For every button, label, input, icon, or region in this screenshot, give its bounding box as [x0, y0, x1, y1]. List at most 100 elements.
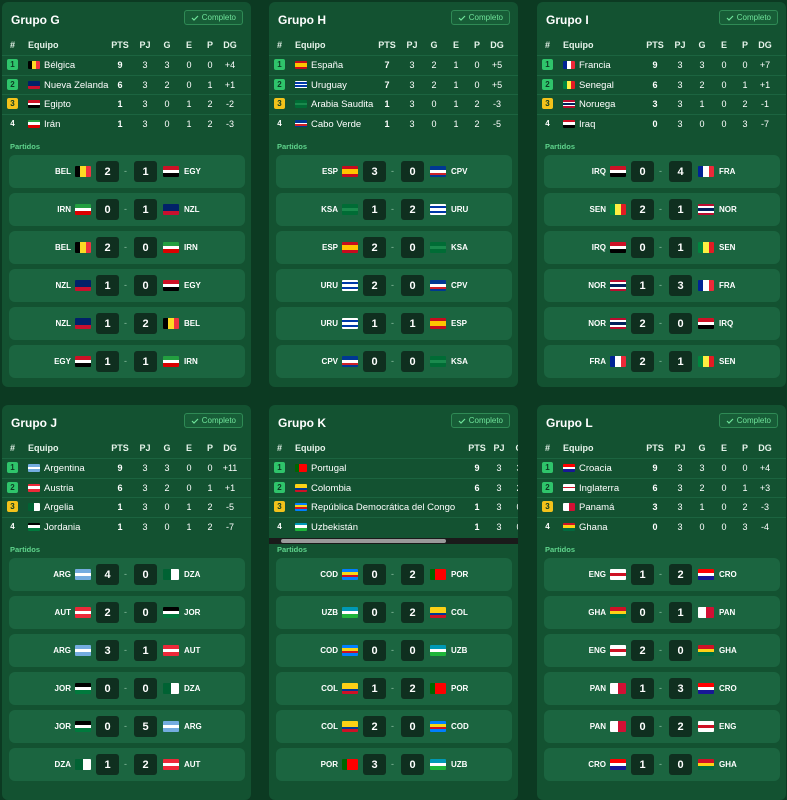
- score-separator: -: [391, 759, 394, 769]
- flag: [163, 759, 179, 770]
- flag-stripe: [620, 356, 626, 367]
- position: 4: [277, 521, 282, 531]
- stat-cell: -7: [225, 521, 234, 532]
- flag: [610, 721, 626, 732]
- status-badge: Completo: [450, 10, 510, 25]
- home-team-code: NZL: [55, 319, 71, 328]
- flag-stripe: [430, 170, 446, 173]
- flag-stripe: [430, 284, 446, 287]
- matches-label: Partidos: [10, 142, 41, 151]
- flag-stripe: [85, 166, 91, 177]
- score-separator: -: [391, 721, 394, 731]
- flag-stripe: [610, 607, 626, 611]
- stat-cell: 0: [164, 502, 170, 512]
- flag-stripe: [295, 83, 307, 86]
- flag-stripe: [75, 204, 91, 208]
- flag: [163, 356, 179, 367]
- flag-stripe: [342, 691, 358, 694]
- flag: [28, 503, 40, 511]
- team-name: Jordania: [44, 521, 81, 533]
- flag: [28, 100, 40, 108]
- flag-stripe: [610, 322, 626, 325]
- flag-stripe: [563, 503, 569, 511]
- flag-stripe: [295, 100, 307, 103]
- check-icon: [191, 15, 199, 21]
- column-header: #: [545, 40, 551, 50]
- score-separator: -: [391, 645, 394, 655]
- flag-stripe: [698, 766, 714, 770]
- stat-cell: 1: [453, 79, 459, 90]
- match-card: ARG 3-1 AUT: [9, 634, 245, 667]
- stat-cell: 2: [207, 502, 213, 512]
- team-name: Arabia Saudita: [311, 99, 374, 110]
- flag-stripe: [75, 724, 91, 729]
- row-divider: [2, 497, 251, 498]
- flag-stripe: [698, 648, 714, 653]
- flag-stripe: [163, 356, 179, 360]
- flag-stripe: [34, 503, 40, 511]
- column-header: PTS: [646, 40, 664, 50]
- flag-stripe: [342, 320, 358, 323]
- flag-stripe: [163, 645, 179, 649]
- away-score: 2: [134, 313, 157, 334]
- home-score: 1: [631, 754, 654, 775]
- flag-stripe: [698, 723, 714, 726]
- group-title: Grupo I: [546, 13, 589, 27]
- column-header: DG: [490, 40, 504, 50]
- flag-stripe: [342, 322, 358, 325]
- away-score: 1: [134, 640, 157, 661]
- flag-stripe: [563, 124, 575, 128]
- flag: [430, 721, 446, 732]
- away-score: 0: [134, 275, 157, 296]
- flag-stripe: [28, 85, 40, 89]
- score-separator: -: [124, 569, 127, 579]
- flag-stripe: [163, 166, 179, 170]
- stat-cell: -2: [225, 99, 234, 109]
- home-score: 1: [96, 313, 119, 334]
- flag-stripe: [563, 61, 567, 69]
- stat-cell: 0: [186, 482, 192, 493]
- score-separator: -: [659, 683, 662, 693]
- flag: [163, 318, 179, 329]
- flag-stripe: [430, 569, 436, 580]
- status-badge: Completo: [718, 413, 778, 428]
- stat-cell: 3: [409, 60, 415, 70]
- flag-stripe: [610, 173, 626, 177]
- flag-stripe: [342, 282, 358, 285]
- flag-stripe: [28, 80, 40, 84]
- flag-stripe: [430, 615, 446, 618]
- match-card: IRN 0-1 NZL: [9, 193, 245, 226]
- flag-stripe: [342, 647, 358, 651]
- stat-cell: 6: [652, 482, 658, 493]
- position: 2: [542, 78, 553, 90]
- flag-stripe: [295, 527, 307, 531]
- flag: [342, 204, 358, 215]
- row-divider: [269, 497, 518, 498]
- match-card: COL 1-2 POR: [276, 672, 512, 705]
- stat-cell: 3: [677, 482, 683, 493]
- group-panel: Grupo G Completo # Equipo PTS PJ G E P DG 1 Bélgica…: [2, 2, 251, 387]
- stat-cell: 0: [742, 463, 748, 473]
- flag-stripe: [75, 280, 91, 284]
- team-name: Uruguay: [311, 79, 347, 91]
- home-team-code: COL: [321, 684, 338, 693]
- flag: [698, 242, 714, 253]
- flag: [75, 683, 91, 694]
- stat-cell: 9: [117, 463, 123, 473]
- flag: [75, 318, 91, 329]
- flag: [342, 607, 358, 618]
- flag-stripe: [563, 469, 575, 472]
- flag-stripe: [610, 683, 618, 694]
- away-team-code: FRA: [719, 167, 736, 176]
- flag-stripe: [163, 207, 179, 212]
- away-score: 1: [134, 351, 157, 372]
- flag-stripe: [563, 522, 575, 526]
- flag-stripe: [163, 683, 171, 694]
- flag: [75, 356, 91, 367]
- stat-cell: 9: [474, 463, 480, 473]
- flag-stripe: [430, 721, 446, 724]
- status-text: Completo: [736, 416, 771, 425]
- flag: [563, 503, 575, 511]
- stat-cell: 3: [742, 118, 748, 129]
- home-team-code: IRN: [57, 205, 71, 214]
